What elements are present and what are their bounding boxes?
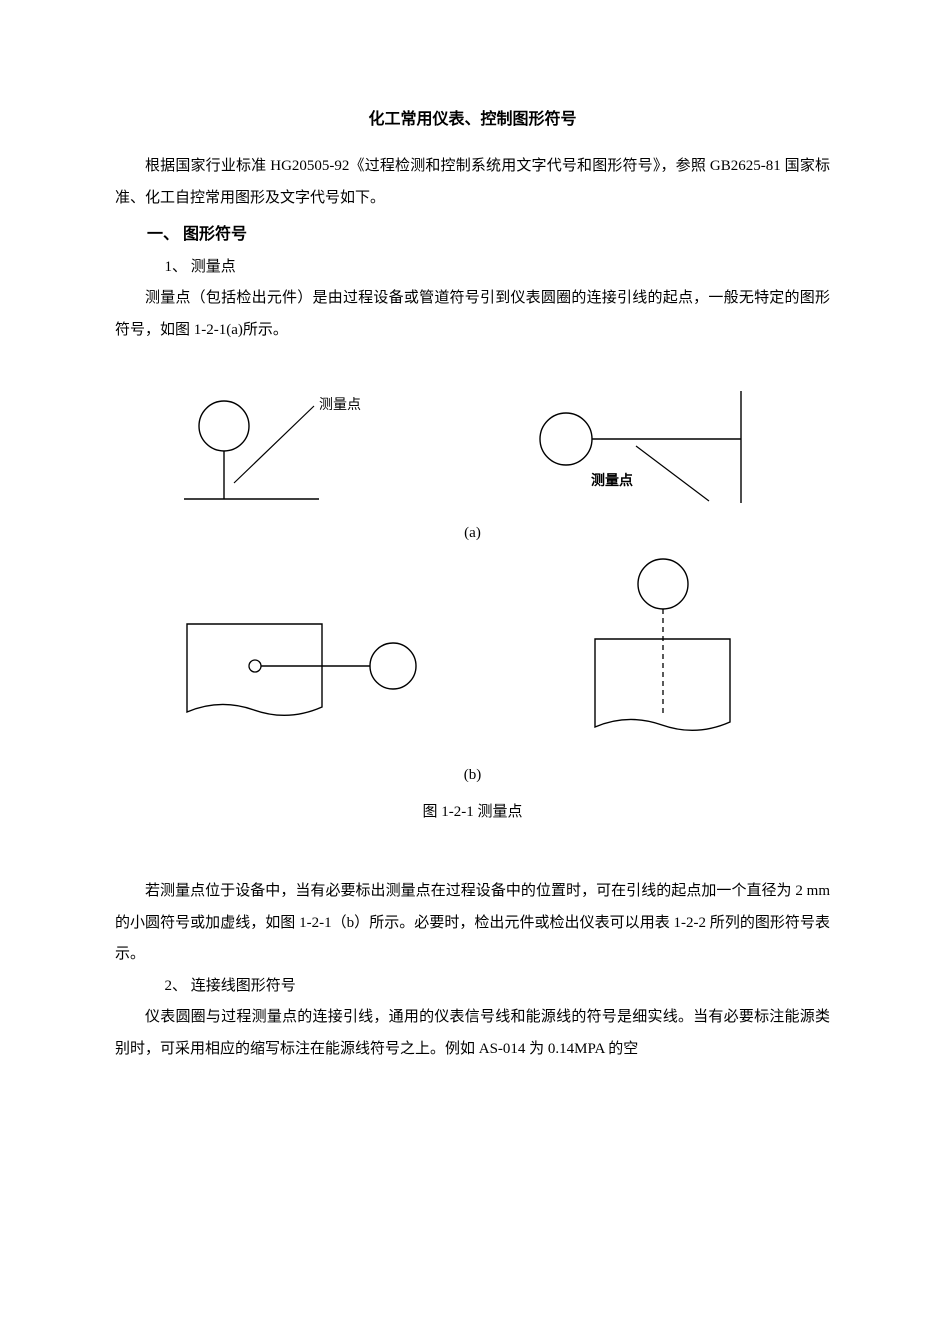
figure-1-2-1: 测量点 测量点 (a): [115, 346, 830, 821]
instrument-circle: [540, 413, 592, 465]
diagram-a-right: 测量点: [521, 391, 771, 511]
leader-line: [636, 446, 709, 501]
item-1-label: 1、 测量点: [115, 252, 830, 284]
diagram-b-right: [555, 557, 770, 742]
small-circle: [249, 660, 261, 672]
document-title: 化工常用仪表、控制图形符号: [115, 105, 830, 129]
instrument-circle: [370, 643, 416, 689]
item-1-body: 测量点（包括检出元件）是由过程设备或管道符号引到仪表圆圈的连接引线的起点，一般无…: [115, 283, 830, 346]
diagram-b-left: [175, 602, 435, 742]
figure-row-a: 测量点 测量点: [115, 391, 830, 511]
annotation-label: 测量点: [319, 397, 361, 413]
figure-caption: 图 1-2-1 测量点: [423, 800, 523, 821]
section-1-heading: 一、 图形符号: [115, 218, 830, 252]
figure-row-b: [115, 557, 830, 742]
diagram-a-left: 测量点: [174, 391, 404, 511]
instrument-circle: [199, 401, 249, 451]
item-2-body: 仪表圆圈与过程测量点的连接引线，通用的仪表信号线和能源线的符号是细实线。当有必要…: [115, 1002, 830, 1065]
intro-paragraph: 根据国家行业标准 HG20505-92《过程检测和控制系统用文字代号和图形符号》…: [115, 151, 830, 214]
annotation-label: 测量点: [591, 472, 633, 489]
figure-label-a: (a): [464, 525, 481, 542]
para-after-figure: 若测量点位于设备中，当有必要标出测量点在过程设备中的位置时，可在引线的起点加一个…: [115, 876, 830, 971]
document-page: 化工常用仪表、控制图形符号 根据国家行业标准 HG20505-92《过程检测和控…: [0, 0, 945, 1125]
figure-label-b: (b): [464, 767, 482, 784]
item-2-label: 2、 连接线图形符号: [115, 971, 830, 1003]
instrument-circle: [638, 559, 688, 609]
